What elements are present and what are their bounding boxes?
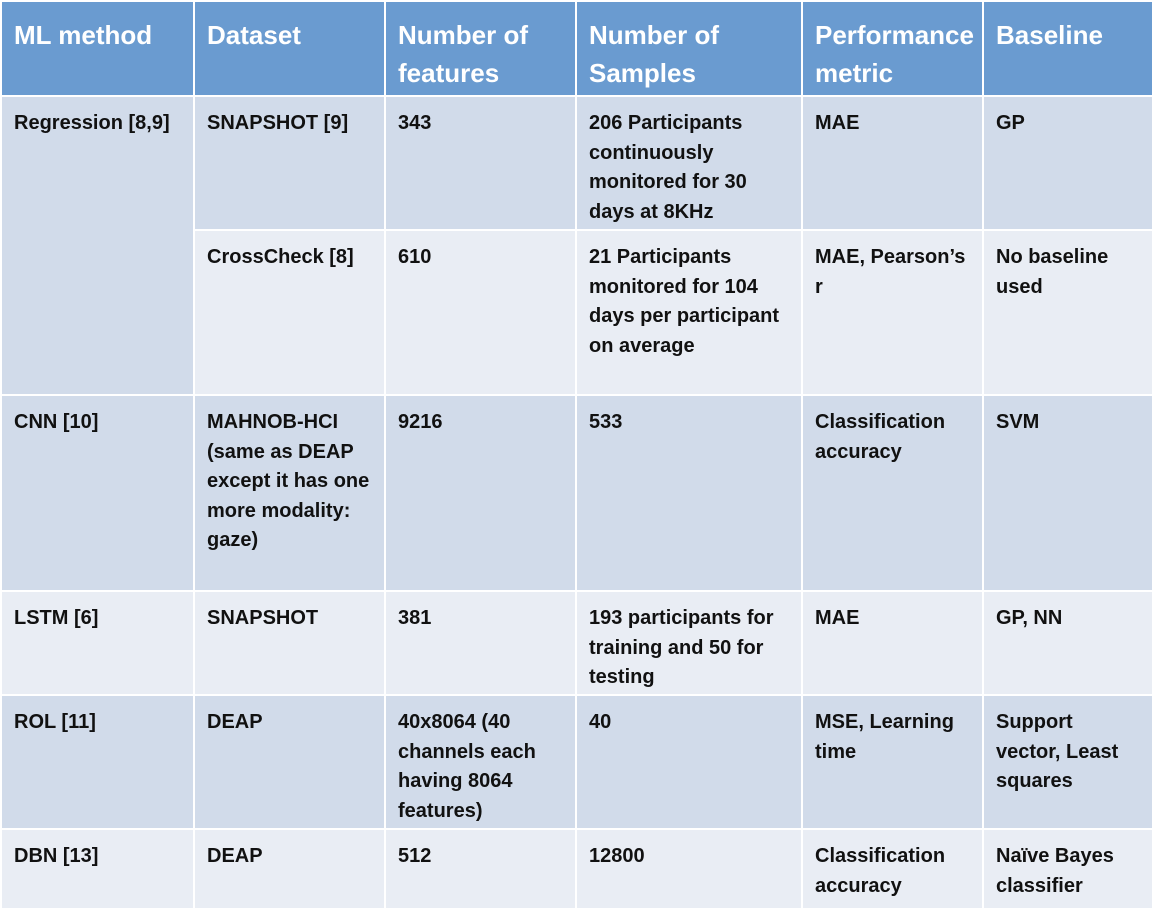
dataset-cell: MAHNOB-HCI (same as DEAP except it has o…: [193, 394, 386, 592]
header-baseline: Baseline: [982, 0, 1154, 97]
metric-cell: Classification accuracy: [801, 394, 984, 592]
table-row: ROL [11] DEAP 40x8064 (40 channels each …: [0, 694, 1154, 830]
table-row: CNN [10] MAHNOB-HCI (same as DEAP except…: [0, 394, 1154, 592]
dataset-cell: CrossCheck [8]: [193, 229, 386, 396]
metric-cell: Classification accuracy: [801, 828, 984, 910]
baseline-cell: GP: [982, 95, 1154, 231]
metric-cell: MAE: [801, 590, 984, 696]
features-cell: 9216: [384, 394, 577, 592]
header-row: ML method Dataset Number of features Num…: [0, 0, 1154, 97]
header-performance-metric: Performance metric: [801, 0, 984, 97]
header-number-of-features: Number of features: [384, 0, 577, 97]
samples-cell: 206 Participants continuously monitored …: [575, 95, 803, 231]
table-row: Regression [8,9] SNAPSHOT [9] 343 206 Pa…: [0, 95, 1154, 396]
baseline-cell: Naïve Bayes classifier: [982, 828, 1154, 910]
table-row: LSTM [6] SNAPSHOT 381 193 participants f…: [0, 590, 1154, 696]
samples-cell: 533: [575, 394, 803, 592]
metric-cell: MAE, Pearson’s r: [801, 229, 984, 396]
features-cell: 610: [384, 229, 577, 396]
header-number-of-samples: Number of Samples: [575, 0, 803, 97]
ml-method-cell: DBN [13]: [0, 828, 195, 910]
metric-cell: MAE: [801, 95, 984, 231]
samples-cell: 193 participants for training and 50 for…: [575, 590, 803, 696]
samples-cell: 40: [575, 694, 803, 830]
table-row: CrossCheck [8] 610 21 Participants monit…: [1, 229, 1154, 396]
baseline-cell: GP, NN: [982, 590, 1154, 696]
dataset-cell: SNAPSHOT: [193, 590, 386, 696]
header-ml-method: ML method: [0, 0, 195, 97]
ml-method-cell: Regression [8,9]: [0, 95, 195, 396]
baseline-cell: Support vector, Least squares: [982, 694, 1154, 830]
dataset-cell: SNAPSHOT [9]: [193, 95, 386, 231]
table-row: DBN [13] DEAP 512 12800 Classification a…: [0, 828, 1154, 910]
ml-method-cell: CNN [10]: [0, 394, 195, 592]
metric-cell: MSE, Learning time: [801, 694, 984, 830]
dataset-cell: DEAP: [193, 828, 386, 910]
features-cell: 381: [384, 590, 577, 696]
features-cell: 512: [384, 828, 577, 910]
samples-cell: 12800: [575, 828, 803, 910]
dataset-cell: DEAP: [193, 694, 386, 830]
baseline-cell: SVM: [982, 394, 1154, 592]
features-cell: 343: [384, 95, 577, 231]
features-cell: 40x8064 (40 channels each having 8064 fe…: [384, 694, 577, 830]
header-dataset: Dataset: [193, 0, 386, 97]
ml-method-cell: ROL [11]: [0, 694, 195, 830]
baseline-cell: No baseline used: [982, 229, 1154, 396]
ml-method-cell: LSTM [6]: [0, 590, 195, 696]
samples-cell: 21 Participants monitored for 104 days p…: [575, 229, 803, 396]
